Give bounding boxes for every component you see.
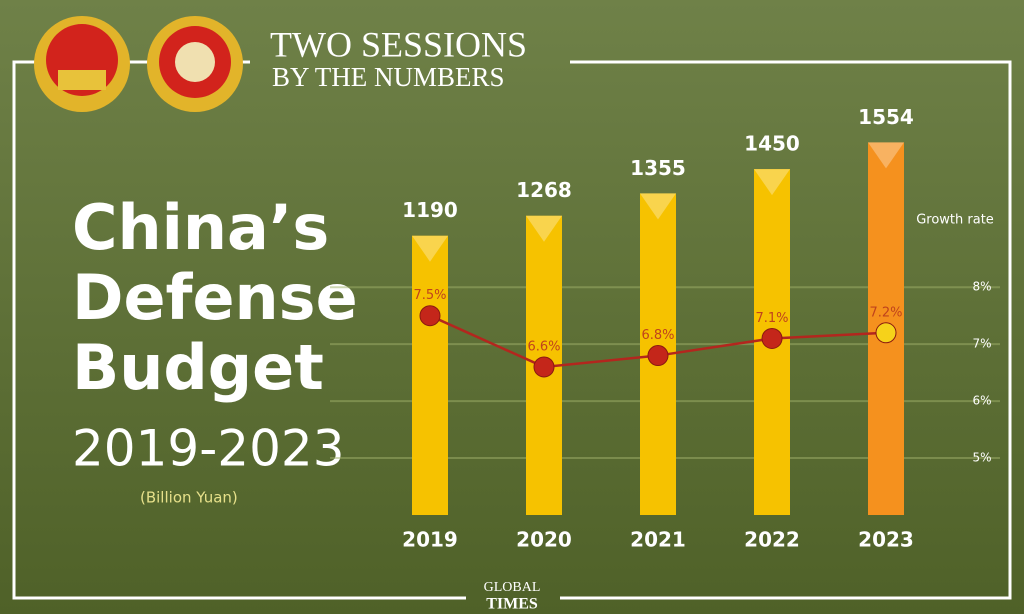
growth-label: 7.5%: [413, 288, 446, 303]
y2-tick-label: 8%: [972, 280, 991, 294]
value-label: 1355: [630, 156, 686, 180]
title-years: 2019-2023: [72, 420, 345, 478]
growth-label: 6.6%: [527, 339, 560, 354]
footer-logo: TIMES: [486, 596, 538, 613]
bar: [412, 235, 448, 515]
growth-point: [647, 345, 669, 367]
bar-highlight: [526, 215, 562, 242]
growth-point: [419, 305, 441, 327]
value-label: 1190: [402, 198, 458, 222]
unit-label: (Billion Yuan): [140, 489, 238, 507]
y2-tick-label: 7%: [972, 337, 991, 351]
bar-highlight: [412, 235, 448, 262]
x-tick-label: 2022: [744, 528, 800, 552]
header-line: TWO SESSIONS: [270, 24, 527, 64]
x-tick-label: 2021: [630, 528, 686, 552]
footer-logo: GLOBAL: [484, 580, 541, 595]
bar-highlight: [640, 193, 676, 220]
growth-point: [533, 356, 555, 378]
growth-label: 6.8%: [641, 328, 674, 343]
x-tick-label: 2020: [516, 528, 572, 552]
title-line: Defense: [72, 261, 358, 334]
bar-highlight: [868, 142, 904, 169]
y2-tick-label: 5%: [972, 451, 991, 465]
emblem-cppcc: [147, 16, 243, 112]
growth-label: 7.2%: [869, 305, 902, 320]
growth-point: [761, 327, 783, 349]
y2-axis-label: Growth rate: [916, 213, 994, 228]
growth-point: [875, 322, 897, 344]
growth-label: 7.1%: [755, 311, 788, 326]
y2-tick-label: 6%: [972, 394, 991, 408]
frame: [12, 60, 1012, 600]
x-tick-label: 2023: [858, 528, 914, 552]
header-line: BY THE NUMBERS: [272, 62, 505, 92]
title-line: Budget: [72, 331, 324, 404]
value-label: 1450: [744, 132, 800, 156]
value-label: 1554: [858, 105, 914, 129]
emblem-state: [34, 16, 130, 112]
value-label: 1268: [516, 178, 572, 202]
title-line: China’s: [72, 191, 329, 264]
x-tick-label: 2019: [402, 528, 458, 552]
bar-highlight: [754, 169, 790, 196]
